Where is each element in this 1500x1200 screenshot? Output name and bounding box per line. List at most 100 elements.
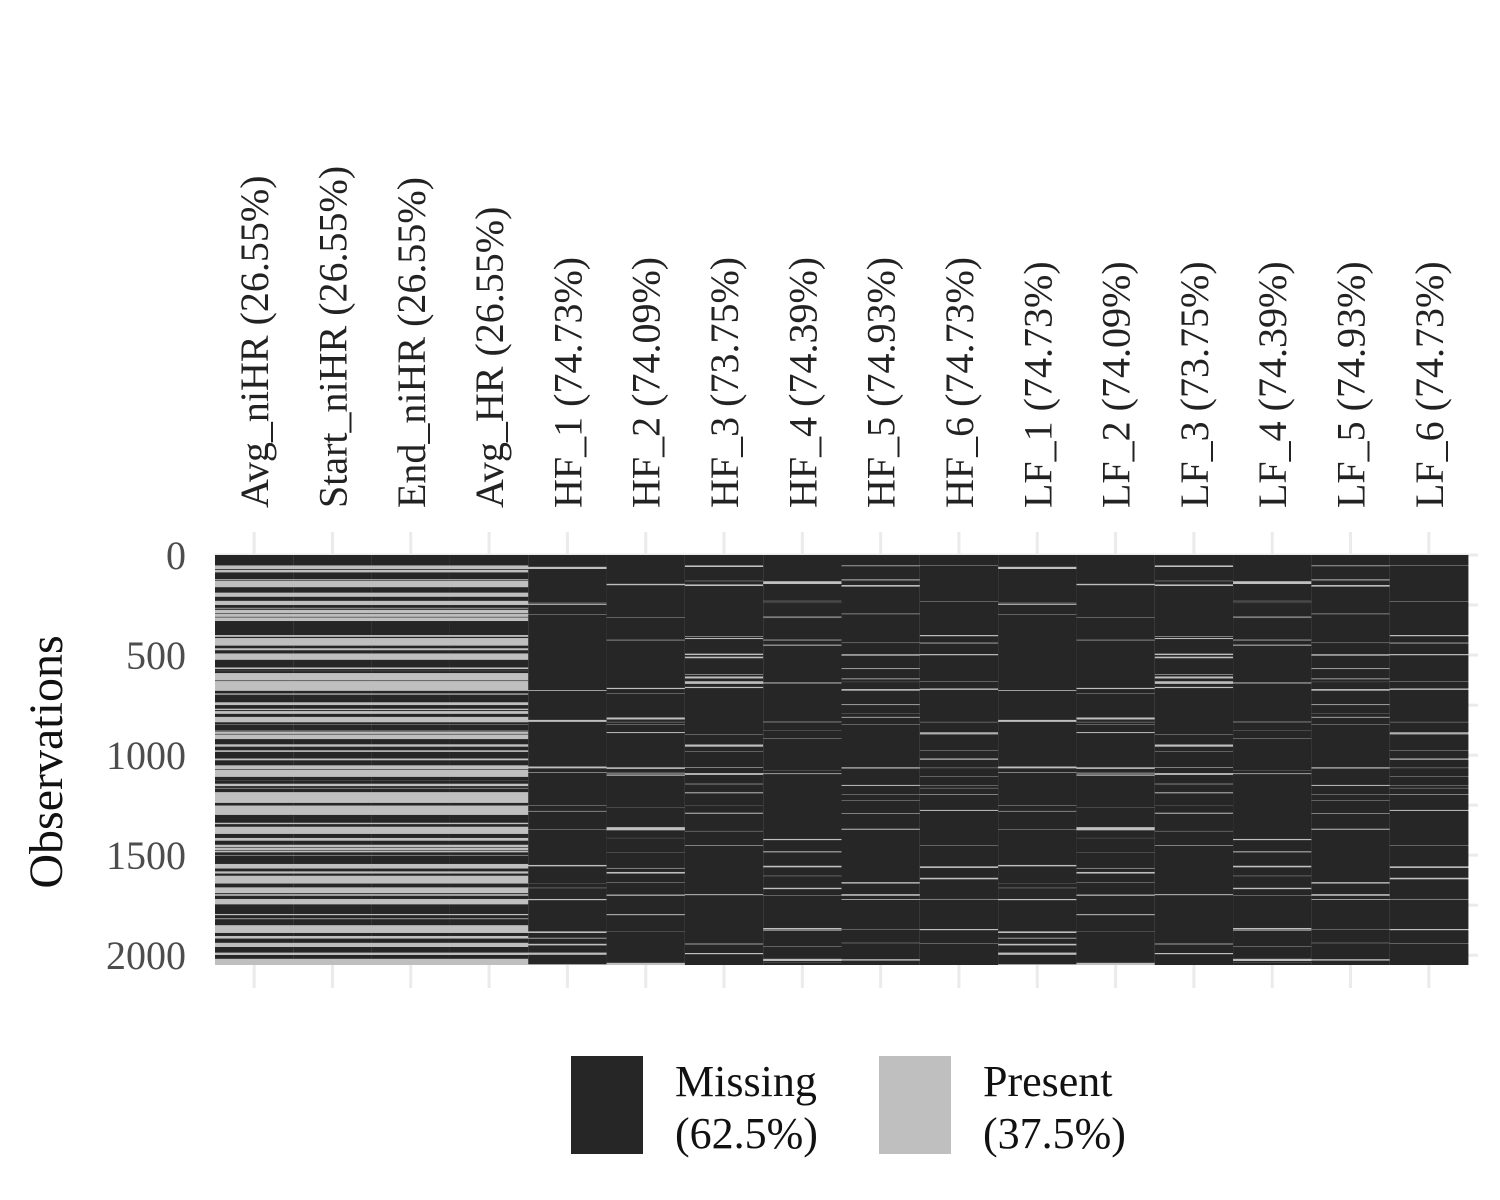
column-label-LF_3: LF_3 (73.75%) — [1172, 261, 1217, 508]
missing-segment — [763, 840, 842, 852]
missing-segment — [841, 883, 921, 895]
missing-segment — [371, 722, 451, 725]
heatmap-column-End_niHR — [371, 555, 451, 965]
missing-segment — [1076, 838, 1156, 853]
missing-segment — [371, 824, 451, 827]
missing-segment — [1076, 722, 1156, 725]
missing-segment — [919, 788, 999, 795]
missing-segment — [293, 780, 373, 784]
missing-segment — [371, 769, 451, 770]
missing-segment — [1389, 601, 1469, 636]
missing-segment — [371, 855, 451, 864]
missing-segment — [763, 603, 842, 617]
missing-segment — [841, 717, 921, 725]
missing-segment — [606, 555, 686, 584]
missing-segment — [215, 621, 294, 636]
missing-segment — [763, 876, 842, 888]
missing-segment — [1389, 555, 1469, 566]
missing-segment — [528, 768, 607, 769]
missing-segment — [998, 768, 1077, 769]
y-tick-label: 500 — [126, 633, 186, 678]
missing-segment — [1389, 930, 1469, 944]
missing-segment — [215, 883, 294, 888]
missing-segment — [606, 915, 686, 932]
missing-segment — [528, 888, 607, 899]
missing-segment — [371, 739, 451, 745]
missing-segment — [371, 621, 451, 636]
missing-segment — [1389, 734, 1469, 751]
missing-segment — [215, 938, 294, 943]
missing-segment — [371, 616, 451, 618]
missing-segment — [371, 596, 451, 601]
missing-segment — [449, 587, 529, 593]
missing-segment — [371, 733, 451, 735]
missing-segment — [215, 724, 294, 731]
missing-segment — [449, 786, 529, 788]
missing-segment — [1154, 845, 1234, 895]
missing-segment — [215, 840, 294, 845]
missing-segment — [1389, 879, 1469, 899]
missing-segment — [293, 739, 373, 745]
missing-segment — [1389, 845, 1469, 867]
missing-segment — [1311, 581, 1391, 586]
missing-segment — [1311, 785, 1391, 795]
missing-segment — [293, 814, 373, 823]
missing-segment — [919, 879, 999, 899]
missing-segment — [371, 724, 451, 731]
missing-segment — [215, 650, 294, 654]
missing-segment — [293, 915, 373, 919]
missing-segment — [449, 824, 529, 827]
missing-segment — [763, 930, 842, 947]
missing-segment — [763, 867, 842, 876]
missing-segment — [293, 587, 373, 593]
missing-segment — [684, 678, 764, 682]
missing-segment — [528, 614, 607, 691]
missing-segment — [371, 713, 451, 717]
missing-segment — [606, 689, 686, 694]
missing-segment — [763, 730, 842, 739]
missing-segment — [293, 605, 373, 608]
missing-segment — [371, 904, 451, 914]
missing-segment — [684, 767, 764, 774]
missing-segment — [841, 794, 921, 801]
missing-segment — [449, 788, 529, 793]
missing-segment — [371, 833, 451, 838]
missing-segment — [919, 636, 999, 643]
missing-segment — [1389, 788, 1469, 795]
missing-segment — [606, 775, 686, 808]
missing-segment — [1154, 655, 1234, 657]
missing-segment — [293, 855, 373, 864]
missing-segment — [449, 776, 529, 781]
missing-segment — [528, 768, 607, 773]
missing-segment — [293, 776, 373, 781]
missing-segment — [371, 868, 451, 872]
missing-segment — [1154, 688, 1234, 735]
missing-segment — [841, 895, 921, 900]
missing-segment — [1389, 565, 1469, 602]
missing-segment — [1154, 674, 1234, 677]
missing-segment — [841, 613, 921, 615]
missing-segment — [841, 960, 921, 965]
missing-segment — [841, 813, 921, 829]
missing-segment — [1154, 734, 1234, 745]
missing-segment — [919, 810, 999, 846]
missing-segment — [763, 616, 842, 618]
missing-segment — [919, 689, 999, 722]
missing-segment — [684, 895, 764, 944]
missing-segment — [215, 659, 294, 668]
missing-segment — [449, 840, 529, 845]
missing-segment — [371, 915, 451, 919]
missing-segment — [293, 669, 373, 671]
missing-segment — [371, 873, 451, 876]
missing-segment — [998, 829, 1077, 865]
missing-segment — [528, 900, 607, 932]
missing-segment — [1233, 774, 1312, 839]
column-label-LF_4: LF_4 (74.39%) — [1250, 261, 1295, 508]
missing-segment — [763, 774, 842, 839]
missing-segment — [998, 938, 1077, 944]
missing-segment — [371, 730, 451, 732]
missing-segment — [841, 705, 921, 714]
present-background — [371, 555, 451, 965]
missing-segment — [763, 960, 842, 963]
missing-segment — [684, 555, 764, 566]
